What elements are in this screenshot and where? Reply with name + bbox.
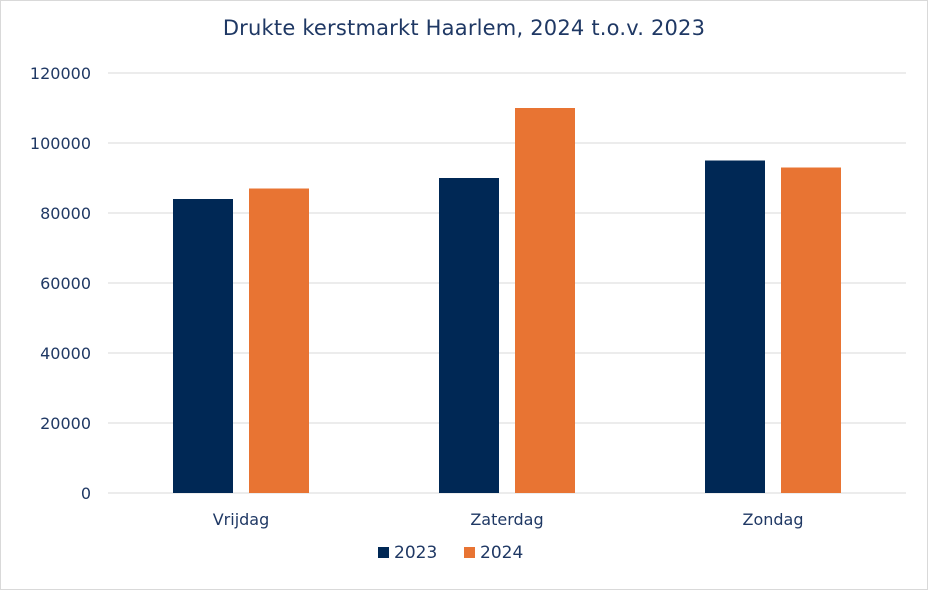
legend-swatch-2023 [378, 547, 389, 558]
bar-vrijdag-2023 [173, 199, 233, 493]
legend-label: 2024 [480, 543, 523, 563]
y-tick-label: 80000 [40, 204, 91, 223]
y-tick-label: 20000 [40, 414, 91, 433]
y-axis-ticks: 0 20000 40000 60000 80000 100000 120000 [30, 64, 91, 503]
x-category-label: Zondag [742, 510, 803, 529]
y-tick-label: 120000 [30, 64, 91, 83]
bar-zaterdag-2024 [515, 108, 575, 493]
bar-zondag-2024 [781, 167, 841, 493]
bar-zaterdag-2023 [439, 178, 499, 493]
legend: 2023 2024 [378, 543, 523, 563]
legend-swatch-2024 [464, 547, 475, 558]
y-tick-label: 60000 [40, 274, 91, 293]
y-tick-label: 0 [81, 484, 91, 503]
legend-label: 2023 [394, 543, 437, 563]
y-tick-label: 40000 [40, 344, 91, 363]
bar-vrijdag-2024 [249, 188, 309, 493]
x-category-label: Vrijdag [213, 510, 270, 529]
x-category-label: Zaterdag [470, 510, 543, 529]
bar-zondag-2023 [705, 160, 765, 493]
chart-title: Drukte kerstmarkt Haarlem, 2024 t.o.v. 2… [222, 16, 706, 40]
gridlines [108, 72, 906, 494]
x-axis-labels: Vrijdag Zaterdag Zondag [213, 510, 804, 529]
bars [173, 108, 841, 493]
y-tick-label: 100000 [30, 134, 91, 153]
